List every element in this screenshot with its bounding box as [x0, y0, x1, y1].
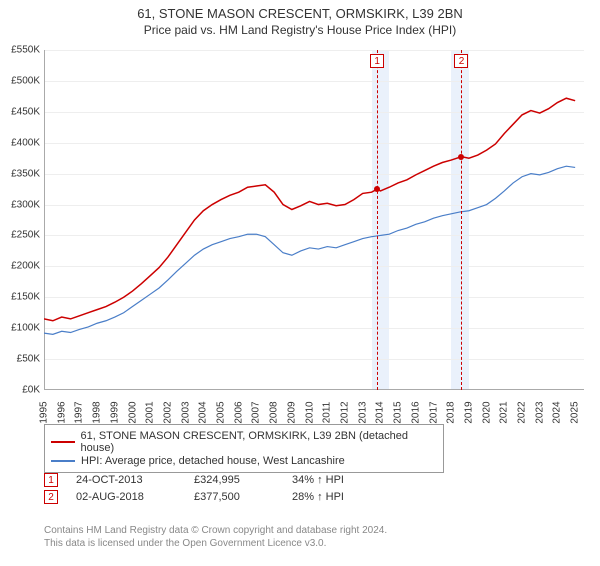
footnote: Contains HM Land Registry data © Crown c…: [44, 524, 387, 550]
y-axis-label: £100K: [0, 323, 40, 334]
chart-subtitle: Price paid vs. HM Land Registry's House …: [0, 23, 600, 37]
legend-item: 61, STONE MASON CRESCENT, ORMSKIRK, L39 …: [51, 430, 437, 454]
event-row: 1 24-OCT-2013 £324,995 34% ↑ HPI: [44, 473, 382, 487]
x-axis-label: 1996: [56, 401, 67, 423]
x-axis-label: 2002: [162, 401, 173, 423]
x-axis-label: 2020: [481, 401, 492, 423]
x-axis-label: 2017: [428, 401, 439, 423]
y-axis-label: £500K: [0, 75, 40, 86]
x-axis-label: 2024: [552, 401, 563, 423]
x-axis-label: 2003: [180, 401, 191, 423]
x-axis-label: 2004: [198, 401, 209, 423]
event-marker-box: 2: [454, 54, 468, 68]
event-dot: [458, 154, 464, 160]
y-axis-label: £150K: [0, 292, 40, 303]
x-axis-label: 2018: [446, 401, 457, 423]
event-row: 2 02-AUG-2018 £377,500 28% ↑ HPI: [44, 490, 382, 504]
x-axis-label: 2001: [145, 401, 156, 423]
x-axis-label: 2007: [251, 401, 262, 423]
event-list: 1 24-OCT-2013 £324,995 34% ↑ HPI 2 02-AUG-201…: [44, 470, 382, 507]
x-axis-label: 1997: [74, 401, 85, 423]
x-axis-label: 1998: [92, 401, 103, 423]
y-axis-label: £300K: [0, 199, 40, 210]
footnote-line: This data is licensed under the Open Gov…: [44, 537, 387, 550]
y-axis-label: £350K: [0, 168, 40, 179]
event-marker-box: 1: [370, 54, 384, 68]
y-axis-label: £50K: [0, 354, 40, 365]
footnote-line: Contains HM Land Registry data © Crown c…: [44, 524, 387, 537]
chart-title: 61, STONE MASON CRESCENT, ORMSKIRK, L39 …: [0, 6, 600, 21]
x-axis-label: 2025: [570, 401, 581, 423]
legend-item: HPI: Average price, detached house, West…: [51, 455, 437, 467]
event-number-box: 2: [44, 490, 58, 504]
event-dot: [374, 186, 380, 192]
event-date: 02-AUG-2018: [76, 491, 176, 503]
series-hpi: [44, 166, 575, 334]
event-marker-line: [377, 50, 378, 390]
y-axis-label: £450K: [0, 106, 40, 117]
x-axis-label: 2006: [233, 401, 244, 423]
x-axis-label: 2000: [127, 401, 138, 423]
x-axis-label: 1999: [109, 401, 120, 423]
chart-plot-area: 12 £0K£50K£100K£150K£200K£250K£300K£350K…: [44, 50, 584, 390]
y-axis-label: £400K: [0, 137, 40, 148]
x-axis-label: 1995: [39, 401, 50, 423]
event-date: 24-OCT-2013: [76, 474, 176, 486]
event-price: £324,995: [194, 474, 274, 486]
x-axis-label: 2010: [304, 401, 315, 423]
x-axis-label: 2008: [269, 401, 280, 423]
event-number-box: 1: [44, 473, 58, 487]
x-axis-label: 2005: [216, 401, 227, 423]
legend: 61, STONE MASON CRESCENT, ORMSKIRK, L39 …: [44, 424, 444, 473]
chart-lines: [44, 50, 584, 390]
x-axis-label: 2019: [463, 401, 474, 423]
event-marker-line: [461, 50, 462, 390]
event-price: £377,500: [194, 491, 274, 503]
x-axis-label: 2021: [499, 401, 510, 423]
x-axis-label: 2013: [357, 401, 368, 423]
y-axis-label: £0K: [0, 385, 40, 396]
x-axis-label: 2022: [517, 401, 528, 423]
x-axis-label: 2016: [410, 401, 421, 423]
x-axis-label: 2012: [339, 401, 350, 423]
legend-label: 61, STONE MASON CRESCENT, ORMSKIRK, L39 …: [81, 430, 438, 454]
legend-swatch: [51, 441, 75, 443]
x-axis-label: 2023: [534, 401, 545, 423]
y-axis-label: £250K: [0, 230, 40, 241]
x-axis-label: 2015: [393, 401, 404, 423]
y-axis-label: £550K: [0, 45, 40, 56]
x-axis-label: 2014: [375, 401, 386, 423]
event-delta: 34% ↑ HPI: [292, 474, 382, 486]
x-axis-label: 2011: [322, 402, 333, 424]
y-axis-label: £200K: [0, 261, 40, 272]
event-delta: 28% ↑ HPI: [292, 491, 382, 503]
x-axis-label: 2009: [286, 401, 297, 423]
legend-swatch: [51, 460, 75, 462]
series-property: [44, 98, 575, 321]
legend-label: HPI: Average price, detached house, West…: [81, 455, 345, 467]
